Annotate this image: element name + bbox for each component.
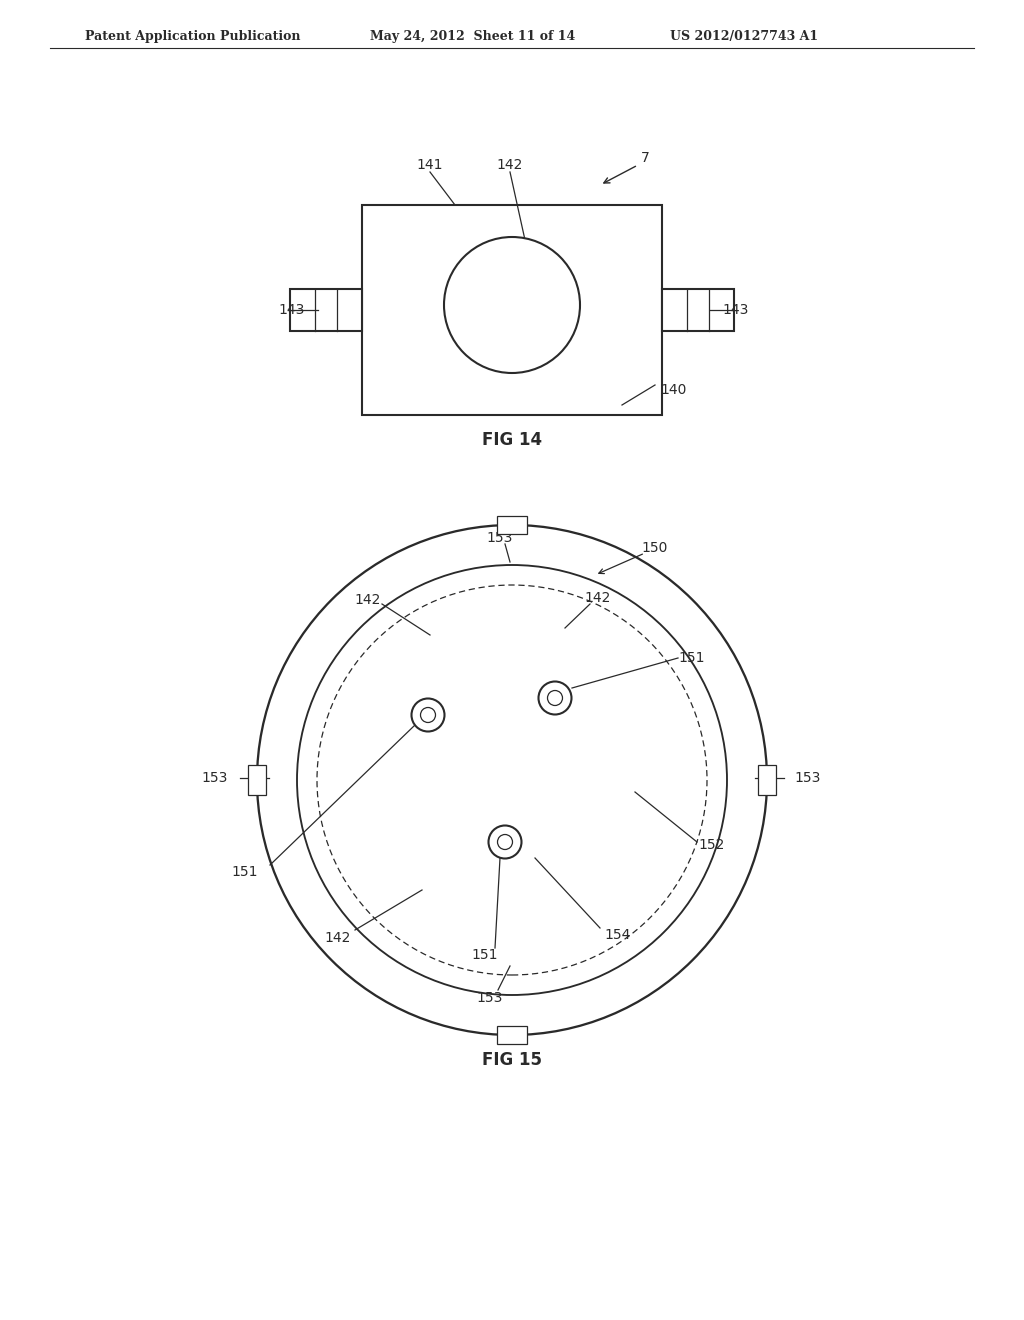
- Text: 142: 142: [585, 591, 611, 605]
- Text: 141: 141: [417, 158, 443, 172]
- Text: 152: 152: [698, 838, 725, 851]
- Text: 151: 151: [472, 948, 499, 962]
- Text: May 24, 2012  Sheet 11 of 14: May 24, 2012 Sheet 11 of 14: [370, 30, 575, 44]
- Bar: [497, 1026, 527, 1044]
- Bar: [662, 289, 734, 331]
- Text: 151: 151: [679, 651, 706, 665]
- Text: 142: 142: [497, 158, 523, 172]
- Text: 153: 153: [477, 991, 503, 1005]
- Circle shape: [444, 238, 580, 374]
- Circle shape: [488, 825, 521, 858]
- Text: 153: 153: [486, 531, 513, 545]
- Text: 7: 7: [641, 150, 649, 165]
- Text: US 2012/0127743 A1: US 2012/0127743 A1: [670, 30, 818, 44]
- Text: FIG 15: FIG 15: [482, 1051, 542, 1069]
- Text: 140: 140: [660, 383, 686, 397]
- Bar: [497, 516, 527, 535]
- Text: 153: 153: [202, 771, 228, 785]
- Text: FIG 14: FIG 14: [482, 432, 542, 449]
- Text: 142: 142: [325, 931, 351, 945]
- Text: 154: 154: [605, 928, 631, 942]
- Text: 143: 143: [279, 304, 305, 317]
- Bar: [362, 205, 662, 414]
- Bar: [290, 289, 362, 331]
- Circle shape: [539, 681, 571, 714]
- Text: 143: 143: [722, 304, 749, 317]
- Text: 142: 142: [354, 593, 381, 607]
- Circle shape: [257, 525, 767, 1035]
- Bar: [758, 766, 776, 795]
- Bar: [248, 766, 266, 795]
- Text: 151: 151: [231, 865, 258, 879]
- Text: 150: 150: [642, 541, 669, 554]
- Circle shape: [412, 698, 444, 731]
- Text: Patent Application Publication: Patent Application Publication: [85, 30, 300, 44]
- Text: 153: 153: [795, 771, 821, 785]
